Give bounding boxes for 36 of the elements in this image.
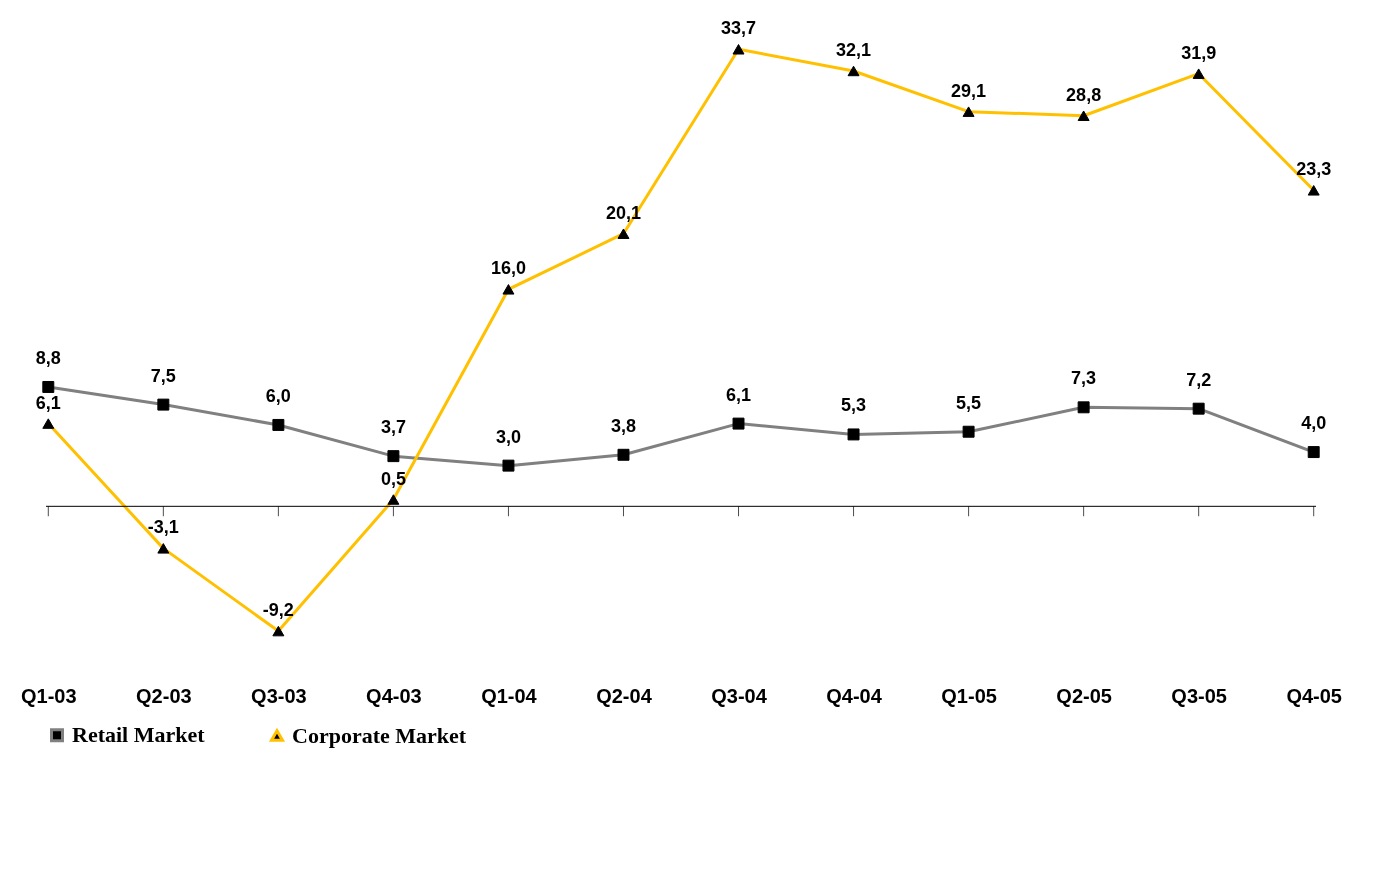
- legend-label: Corporate Market: [292, 722, 467, 748]
- data-label: 5,5: [956, 392, 982, 413]
- data-label: 6,1: [35, 392, 61, 413]
- data-label: -9,2: [262, 600, 294, 621]
- data-label: 16,0: [490, 258, 526, 279]
- x-tick-label: Q3-04: [711, 684, 768, 707]
- x-tick-label: Q3-03: [251, 684, 307, 707]
- data-label: 29,1: [951, 80, 987, 101]
- data-label: 5,3: [841, 395, 867, 416]
- data-label: 3,8: [610, 415, 636, 436]
- data-label: 7,2: [1186, 369, 1212, 390]
- x-tick-label: Q4-04: [826, 684, 883, 707]
- x-tick-label: Q1-04: [481, 684, 538, 707]
- data-label: 28,8: [1066, 84, 1102, 105]
- data-label: 23,3: [1296, 159, 1332, 180]
- x-tick-label: Q1-03: [21, 684, 77, 707]
- data-label: 7,5: [150, 365, 176, 386]
- data-label: 7,3: [1071, 368, 1097, 389]
- data-label: 3,0: [495, 426, 521, 447]
- x-tick-label: Q4-03: [366, 684, 422, 707]
- x-tick-label: Q4-05: [1286, 684, 1342, 707]
- data-label: 3,7: [380, 417, 406, 438]
- data-label: 33,7: [720, 18, 757, 39]
- legend-label: Retail Market: [72, 722, 206, 748]
- x-tick-label: Q3-05: [1171, 684, 1227, 707]
- data-label: 31,9: [1181, 42, 1217, 63]
- data-label: 32,1: [836, 39, 872, 60]
- data-label: 6,0: [265, 385, 291, 406]
- x-tick-label: Q2-04: [596, 684, 653, 707]
- data-label: 6,1: [726, 384, 752, 405]
- x-tick-label: Q1-05: [941, 684, 997, 707]
- data-label: 4,0: [1301, 413, 1327, 434]
- data-label: 8,8: [35, 347, 61, 368]
- data-label: -3,1: [147, 517, 179, 538]
- x-tick-label: Q2-03: [136, 684, 192, 707]
- x-tick-label: Q2-05: [1056, 684, 1112, 707]
